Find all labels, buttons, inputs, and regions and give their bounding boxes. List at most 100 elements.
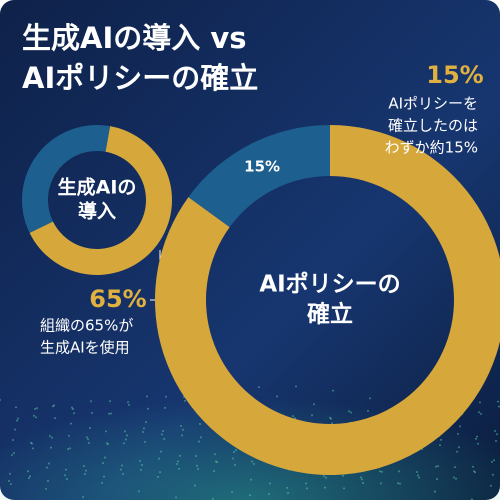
dot [145, 421, 147, 424]
dot [127, 401, 129, 404]
dot [163, 437, 165, 440]
dot [15, 406, 17, 409]
dot [71, 406, 73, 409]
dot [231, 490, 233, 493]
dot [197, 467, 199, 470]
dot [104, 456, 106, 459]
dot [181, 434, 183, 437]
dot [195, 455, 197, 458]
dot [0, 399, 1, 401]
dot [102, 462, 104, 465]
dot [164, 406, 166, 409]
dot [325, 476, 327, 479]
dot [141, 464, 143, 467]
callout-text: 組織の65%が [40, 317, 133, 335]
dot [184, 399, 186, 402]
dot [492, 473, 494, 476]
dot [234, 463, 236, 466]
dot [212, 497, 214, 500]
dot [13, 452, 15, 455]
dot [179, 454, 181, 457]
dot [235, 449, 237, 452]
dot [67, 448, 69, 451]
dot [52, 405, 54, 408]
dot [143, 427, 145, 430]
dot [213, 470, 215, 473]
dot [434, 490, 436, 493]
dot [436, 478, 438, 481]
dot [177, 460, 179, 463]
dot [178, 467, 180, 470]
dot [16, 419, 18, 422]
dot [491, 460, 493, 463]
dot [497, 400, 499, 403]
dot [101, 481, 103, 484]
dot [84, 473, 86, 476]
dot [477, 442, 479, 445]
dot [324, 486, 326, 489]
callout-value: 65% [89, 285, 146, 313]
dot [367, 409, 369, 412]
dot [435, 465, 437, 468]
title-line: 生成AIの導入 vs [22, 21, 247, 55]
dot [161, 433, 163, 436]
dot [124, 430, 126, 433]
dot [475, 437, 477, 440]
dot [323, 475, 325, 478]
dot [157, 475, 159, 478]
dot [158, 457, 160, 460]
dot [123, 442, 125, 445]
dot [196, 464, 198, 467]
dot [305, 482, 307, 485]
dot [268, 492, 270, 495]
dot [88, 442, 90, 445]
dot [480, 412, 482, 415]
dot [439, 444, 441, 447]
callout-value: 15% [426, 61, 483, 89]
dot [311, 414, 313, 417]
dot [46, 466, 48, 469]
dot [108, 412, 110, 415]
dot [233, 450, 235, 453]
dot [91, 412, 93, 415]
dot [369, 397, 371, 400]
dot [473, 470, 475, 473]
dot [165, 395, 167, 398]
callout-text: 確立したのは [388, 117, 478, 135]
dot [306, 487, 308, 490]
dot [342, 474, 344, 477]
dot [73, 412, 75, 415]
callout-text: わずか約15% [385, 139, 478, 157]
dot [251, 460, 253, 463]
dot [287, 492, 289, 495]
dot [493, 459, 495, 462]
dot [194, 484, 196, 487]
dot [295, 385, 297, 388]
center-label: 導入 [78, 200, 116, 223]
donut-segment [188, 125, 330, 228]
dot [36, 407, 38, 410]
dot [249, 494, 251, 497]
center-label: 確立 [307, 301, 353, 328]
dot [68, 434, 70, 437]
dot [11, 453, 13, 456]
dot [292, 415, 294, 418]
dot [286, 486, 288, 489]
dot [35, 416, 37, 419]
dot [12, 439, 14, 442]
dot [397, 482, 399, 485]
dot [182, 428, 184, 431]
dot [200, 436, 202, 439]
dot [459, 425, 461, 428]
dot [146, 395, 148, 398]
title-line: AIポリシーの確立 [22, 61, 258, 95]
donut-segment [21, 125, 111, 233]
dot [490, 484, 492, 487]
center-label: 生成AIの [58, 176, 137, 199]
dot [70, 422, 72, 425]
donut-segment [155, 125, 500, 475]
dot [198, 440, 200, 443]
dot [121, 464, 123, 467]
dot [162, 429, 164, 432]
